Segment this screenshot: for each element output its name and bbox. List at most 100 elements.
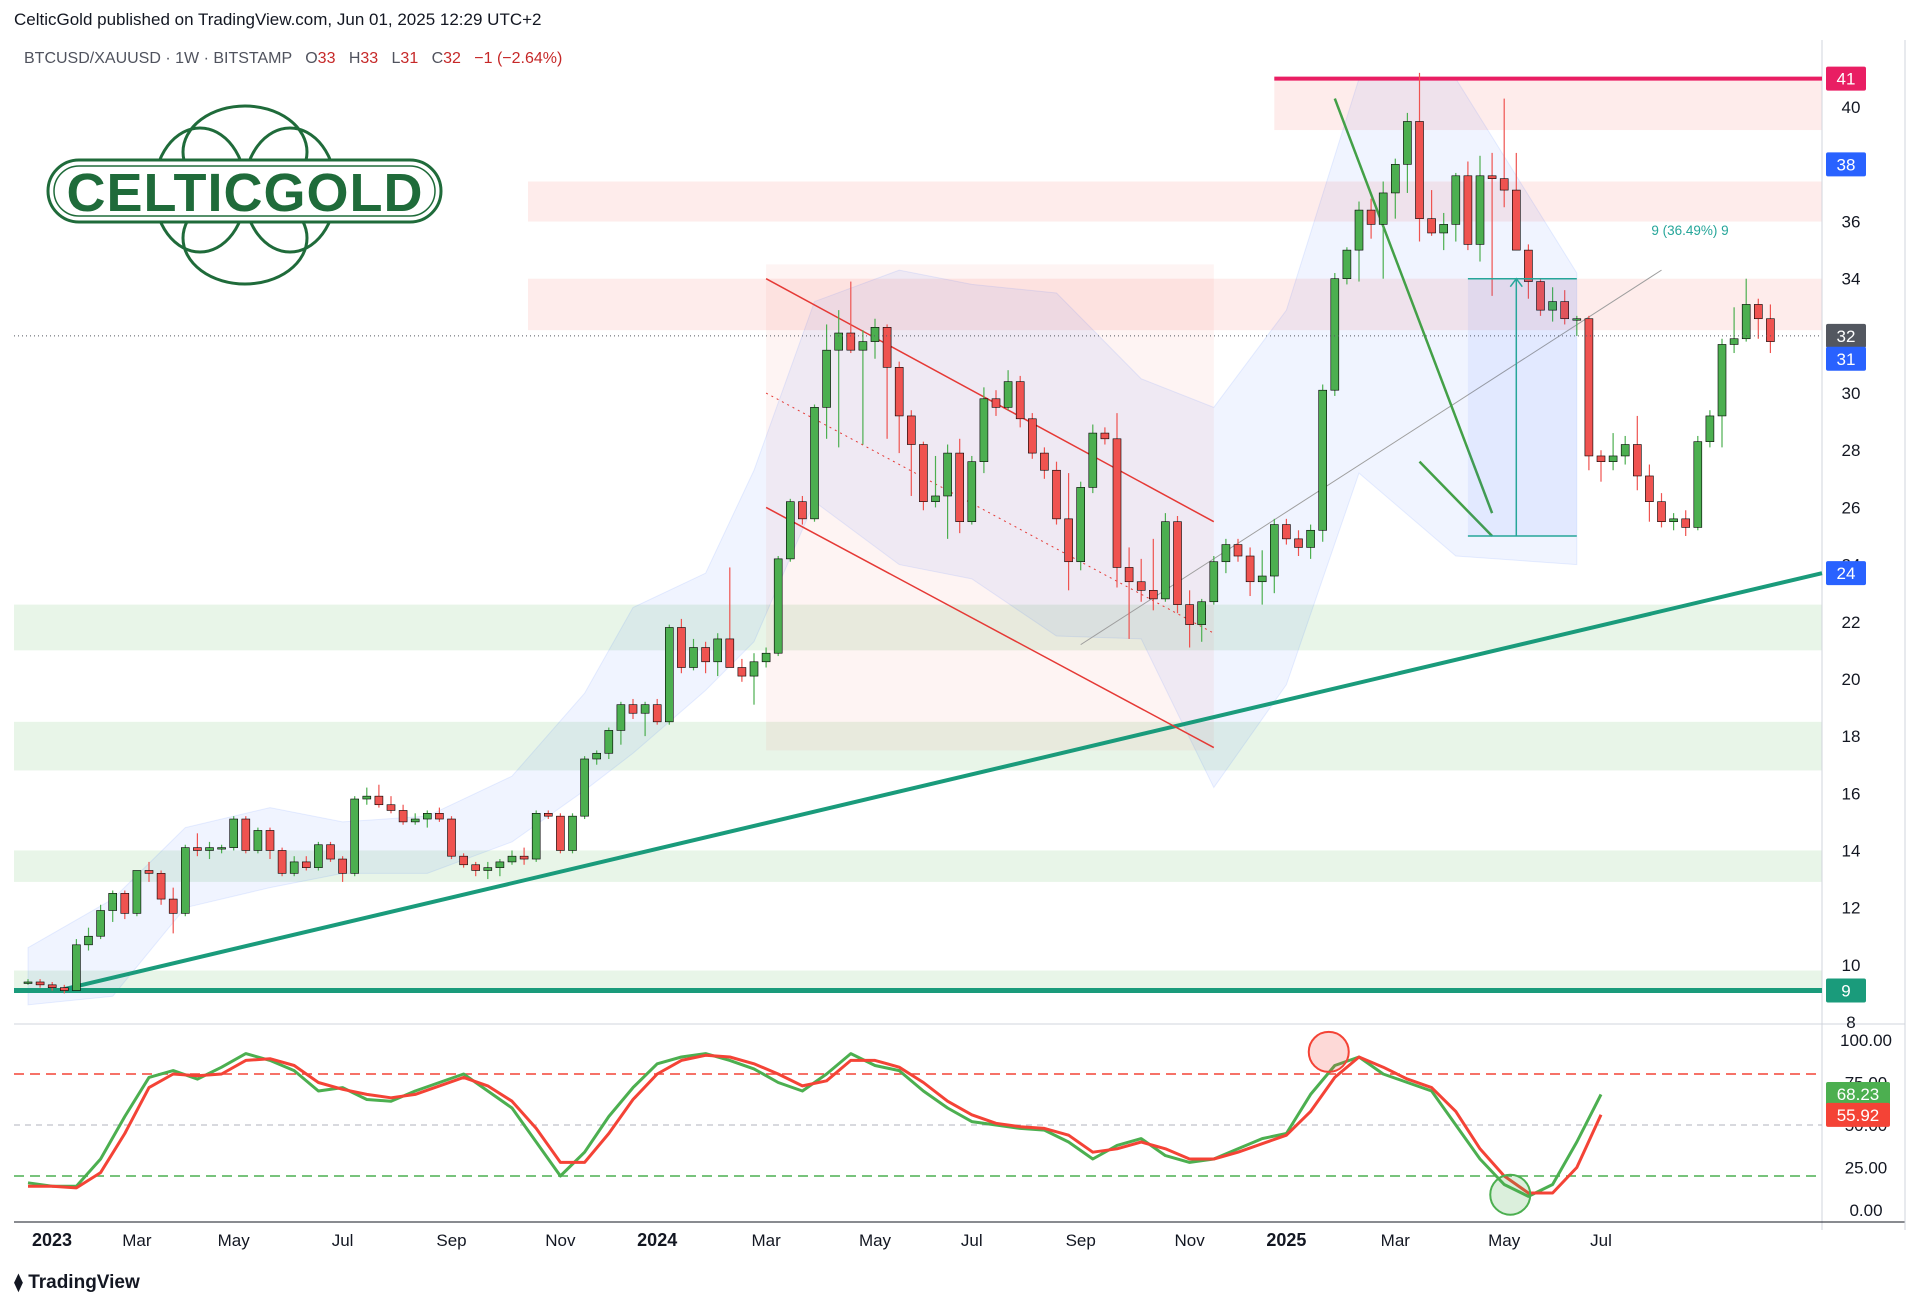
candle-body — [1596, 455, 1606, 462]
price-tick-label: 26 — [1842, 498, 1861, 517]
candle-body — [604, 730, 614, 754]
candle-body — [1620, 444, 1630, 457]
candle-body — [713, 638, 723, 663]
candle-body — [1584, 318, 1594, 457]
candle-body — [1052, 469, 1061, 520]
candle-body — [1487, 175, 1497, 179]
measure-tool: 9 (36.49%) 9 — [1467, 223, 1729, 537]
price-badge — [1826, 346, 1866, 371]
candle-body — [1100, 432, 1110, 440]
time-tick-label: Sep — [1066, 1231, 1096, 1250]
price-tick-label: 16 — [1842, 784, 1861, 803]
candle-body — [519, 855, 529, 860]
candle-body — [1233, 544, 1243, 557]
price-tick-label: 10 — [1842, 956, 1861, 975]
price-badge-label: 31 — [1837, 350, 1856, 369]
candle-body — [822, 349, 831, 408]
candle-body — [1463, 175, 1473, 245]
candle-body — [568, 815, 577, 851]
candle-body — [495, 861, 505, 868]
candle-body — [23, 981, 33, 984]
candle-body — [108, 893, 117, 911]
candle-body — [1318, 389, 1327, 531]
candle-body — [1499, 178, 1509, 191]
candle-body — [834, 332, 844, 351]
price-tick-label: 34 — [1842, 270, 1861, 289]
stoch-tick-label: 25.00 — [1845, 1159, 1888, 1178]
candle-body — [350, 798, 360, 874]
candle-body — [1693, 441, 1703, 528]
candle-body — [1330, 278, 1340, 391]
candle-body — [1221, 544, 1231, 563]
tradingview-label: TradingView — [28, 1272, 140, 1293]
legend-low-label: L — [391, 50, 401, 67]
candle-body — [858, 341, 868, 351]
price-badge-label: 24 — [1837, 564, 1856, 583]
candle-body — [229, 818, 238, 848]
price-tick-label: 8 — [1846, 1013, 1855, 1032]
candle-body — [59, 987, 69, 991]
candle-body — [362, 795, 372, 800]
candle-body — [1257, 575, 1267, 583]
time-tick-label: May — [859, 1231, 892, 1250]
candle-body — [374, 795, 384, 806]
price-tick-label: 20 — [1842, 670, 1861, 689]
price-tick-label: 22 — [1842, 613, 1861, 632]
candle-body — [1439, 224, 1448, 234]
candle-body — [1245, 555, 1255, 583]
candle-body — [1451, 175, 1461, 225]
time-tick-label: Sep — [436, 1231, 466, 1250]
trend-support-line — [57, 571, 1823, 993]
candle-body — [1294, 538, 1303, 548]
candle-body — [1657, 501, 1666, 523]
candle-body — [556, 815, 565, 851]
candle-body — [144, 870, 154, 874]
candle-body — [1028, 418, 1037, 454]
price-badge — [1826, 66, 1866, 91]
price-tick-label: 30 — [1842, 384, 1861, 403]
candle-body — [967, 461, 977, 523]
time-tick-label: May — [218, 1231, 251, 1250]
candle-body — [1415, 121, 1424, 219]
tradingview-brand[interactable]: ⧫ TradingView — [14, 1272, 140, 1294]
candle-body — [1040, 452, 1049, 471]
candle-body — [471, 864, 481, 871]
stoch-signal-marker — [1489, 1173, 1532, 1216]
candle-body — [1197, 601, 1206, 625]
time-tick-label: Nov — [545, 1231, 576, 1250]
time-tick-label: 2025 — [1266, 1230, 1306, 1250]
wedge-top-line — [1333, 98, 1494, 514]
price-tick-label: 36 — [1842, 213, 1861, 232]
candle-body — [1548, 301, 1557, 311]
candles — [23, 72, 1775, 994]
legend-symbol[interactable]: BTCUSD/XAUUSD · 1W · BITSTAMP — [24, 50, 292, 67]
measure-box — [1467, 278, 1577, 536]
logo-text: CELTICGOLD — [67, 163, 424, 223]
legend-open-label: O — [305, 50, 318, 67]
candle-body — [1064, 518, 1073, 563]
candle-body — [314, 844, 323, 868]
price-tick-label: 18 — [1842, 727, 1861, 746]
candle-body — [1427, 218, 1436, 234]
candle-body — [773, 558, 783, 654]
candle-body — [217, 847, 226, 850]
candle-body — [894, 367, 904, 417]
candle-body — [616, 704, 626, 731]
time-tick-label: Jul — [332, 1231, 354, 1250]
candle-body — [507, 855, 517, 863]
measure-arrow-head — [1509, 277, 1523, 288]
candle-body — [447, 818, 456, 857]
symbol-legend: BTCUSD/XAUUSD · 1W · BITSTAMP O33 H33 L3… — [24, 50, 562, 68]
candle-body — [785, 501, 795, 560]
time-tick-label: Mar — [122, 1231, 152, 1250]
stoch-signal-marker — [1307, 1030, 1350, 1073]
zone-resistance — [528, 181, 1822, 222]
candle-body — [168, 898, 178, 914]
time-tick-label: Jul — [1590, 1231, 1612, 1250]
candle-body — [931, 495, 940, 502]
candle-body — [1633, 444, 1642, 477]
candle-body — [749, 661, 759, 677]
drawing-tools — [14, 76, 1823, 994]
